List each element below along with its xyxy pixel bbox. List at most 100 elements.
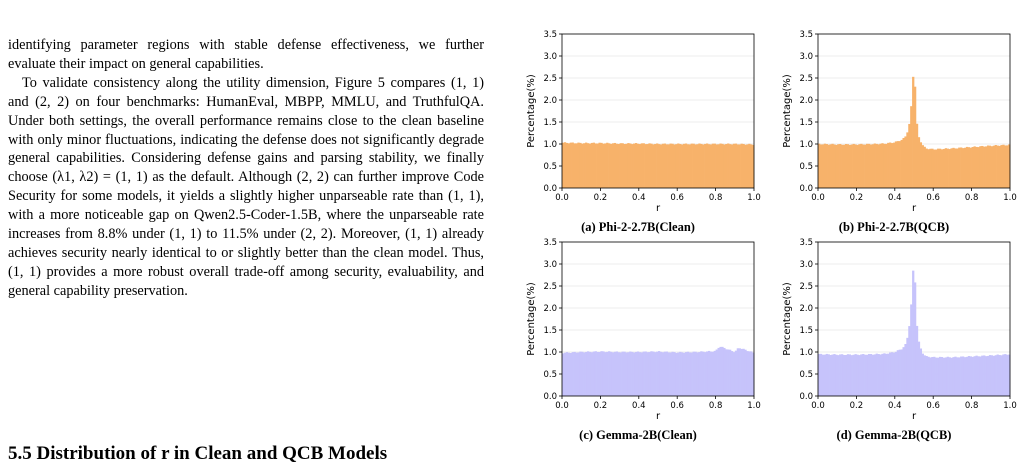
histogram-bar (634, 351, 638, 396)
histogram-bar (631, 351, 634, 396)
histogram-bar (898, 141, 901, 188)
y-tick-label: 3.0 (543, 260, 557, 270)
histogram-bar (667, 352, 670, 396)
x-tick-label: 0.6 (670, 193, 684, 203)
x-tick-label: 0.8 (709, 401, 723, 411)
histogram-bar (921, 353, 924, 396)
caption-c: (c) Gemma-2B(Clean) (579, 428, 697, 442)
histogram-bar (915, 325, 919, 396)
histogram-bar (871, 144, 875, 188)
histogram-bar (646, 352, 649, 396)
histogram-bar (661, 352, 665, 396)
histogram-bar (915, 123, 919, 188)
histogram-bar (879, 143, 882, 188)
histogram-bar (935, 149, 938, 188)
histogram-bar (725, 144, 728, 188)
histogram-bar (994, 145, 997, 188)
x-axis-label: r (656, 203, 661, 214)
histogram-bar (1002, 144, 1005, 188)
histogram-bar (902, 137, 905, 188)
histogram-bar (940, 357, 944, 396)
histogram-bar (658, 351, 661, 396)
histogram-bar (636, 143, 640, 188)
y-tick-label: 0.5 (799, 162, 813, 172)
histogram-bar (867, 353, 871, 396)
histogram-bar (562, 353, 565, 396)
y-tick-label: 1.0 (799, 140, 813, 150)
y-tick-label: 2.5 (543, 282, 557, 292)
histogram-bar (958, 357, 961, 396)
histogram-bar (692, 143, 695, 188)
histogram-bar (839, 354, 842, 396)
histogram-bar (721, 346, 724, 396)
y-tick-label: 1.0 (799, 348, 813, 358)
y-tick-label: 2.5 (543, 74, 557, 84)
histogram-bar (679, 144, 682, 188)
histogram-bar (640, 143, 643, 188)
histogram-bar (563, 142, 567, 188)
histogram-bar (617, 143, 620, 188)
histogram-bar (663, 143, 667, 188)
histogram-bar (619, 143, 622, 188)
histogram-bar (912, 76, 915, 188)
histogram-bar (975, 355, 978, 396)
histogram-bar (892, 352, 896, 396)
histogram-bar (709, 144, 713, 188)
histogram-bar (954, 148, 957, 188)
histogram-bar (588, 351, 592, 396)
histogram-bar (818, 143, 821, 188)
x-tick-label: 0.2 (594, 193, 608, 203)
histogram-bar (962, 356, 965, 396)
histogram-bar (604, 352, 607, 396)
histogram-bar (956, 357, 959, 396)
histogram-bar (679, 351, 682, 396)
histogram-bar (933, 149, 936, 188)
y-tick-label: 2.5 (799, 282, 813, 292)
histogram-bar (738, 144, 741, 188)
histogram-bar (1002, 354, 1005, 396)
y-tick-label: 3.5 (543, 238, 557, 248)
chart-phi2-qcb: 0.0 0.5 1.0 1.5 2.0 2.5 3.0 3.5 0.0 0.2 0.4 0.6 0.8 1… (782, 30, 1017, 214)
histogram-bar (610, 143, 613, 188)
histogram-bar (565, 142, 569, 188)
histogram-bar (690, 352, 693, 396)
histogram-bar (960, 147, 963, 188)
histogram-bar (889, 142, 892, 188)
histogram-bar (598, 142, 601, 188)
histogram-bar (707, 144, 711, 188)
histogram-bar (702, 351, 705, 396)
histogram-bar (860, 354, 863, 396)
histogram-bar (686, 144, 690, 188)
histogram-bar (677, 143, 680, 188)
histogram-bar (977, 147, 980, 188)
histogram-bar (844, 354, 848, 396)
histogram-bar (592, 142, 595, 188)
histogram-bar (673, 144, 676, 188)
histogram-bar (700, 351, 703, 396)
histogram-bar (682, 143, 686, 188)
histogram-bar (602, 143, 605, 188)
histogram-bar (841, 144, 844, 188)
histogram-bar (869, 144, 873, 188)
histogram-bar (948, 357, 951, 396)
histogram-bar (648, 352, 651, 396)
histogram-bar (585, 142, 588, 188)
histogram-bar (581, 143, 584, 188)
histogram-bar (750, 351, 753, 396)
x-tick-label: 1.0 (1003, 193, 1017, 203)
histogram-bar (565, 352, 569, 396)
histogram-bar (894, 351, 898, 396)
histogram-bar (923, 146, 926, 188)
y-tick-label: 1.5 (543, 326, 557, 336)
histogram-bar (921, 145, 924, 188)
x-axis-label: r (912, 411, 917, 422)
histogram-bar (613, 142, 617, 188)
histogram-bar (713, 143, 716, 188)
histogram-bar (671, 351, 674, 396)
histogram-bar (887, 142, 890, 188)
histogram-bar (900, 349, 903, 396)
histogram-bar (600, 142, 603, 188)
histogram-bar (942, 357, 946, 396)
histogram-bar (819, 144, 823, 188)
histogram-bar (667, 144, 670, 188)
